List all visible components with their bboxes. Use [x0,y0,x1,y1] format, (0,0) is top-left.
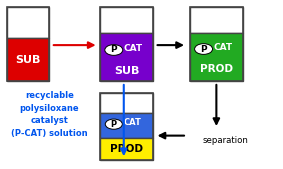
Bar [100,33,153,81]
Bar [190,7,243,81]
Text: SUB: SUB [16,55,41,65]
Text: P: P [110,45,117,54]
Bar [100,7,153,33]
Text: SUB: SUB [114,66,139,76]
Circle shape [105,45,123,55]
Bar [100,93,153,113]
Text: P: P [111,120,117,129]
Text: separation: separation [202,136,248,145]
Text: CAT: CAT [123,118,141,127]
Bar [190,33,243,81]
Bar [190,7,243,33]
Circle shape [105,119,122,129]
Bar [100,7,153,81]
Text: PROD: PROD [110,144,143,154]
Bar [7,7,50,38]
Bar [7,38,50,81]
Bar [100,138,153,160]
Text: PROD: PROD [200,64,233,74]
Text: CAT: CAT [213,43,233,52]
Circle shape [195,44,213,54]
Text: P: P [200,44,207,54]
Bar [100,93,153,160]
Text: CAT: CAT [124,44,143,53]
Text: recyclable
polysiloxane
catalyst
(P-CAT) solution: recyclable polysiloxane catalyst (P-CAT)… [11,91,88,138]
Bar [100,113,153,138]
Bar [7,7,50,81]
